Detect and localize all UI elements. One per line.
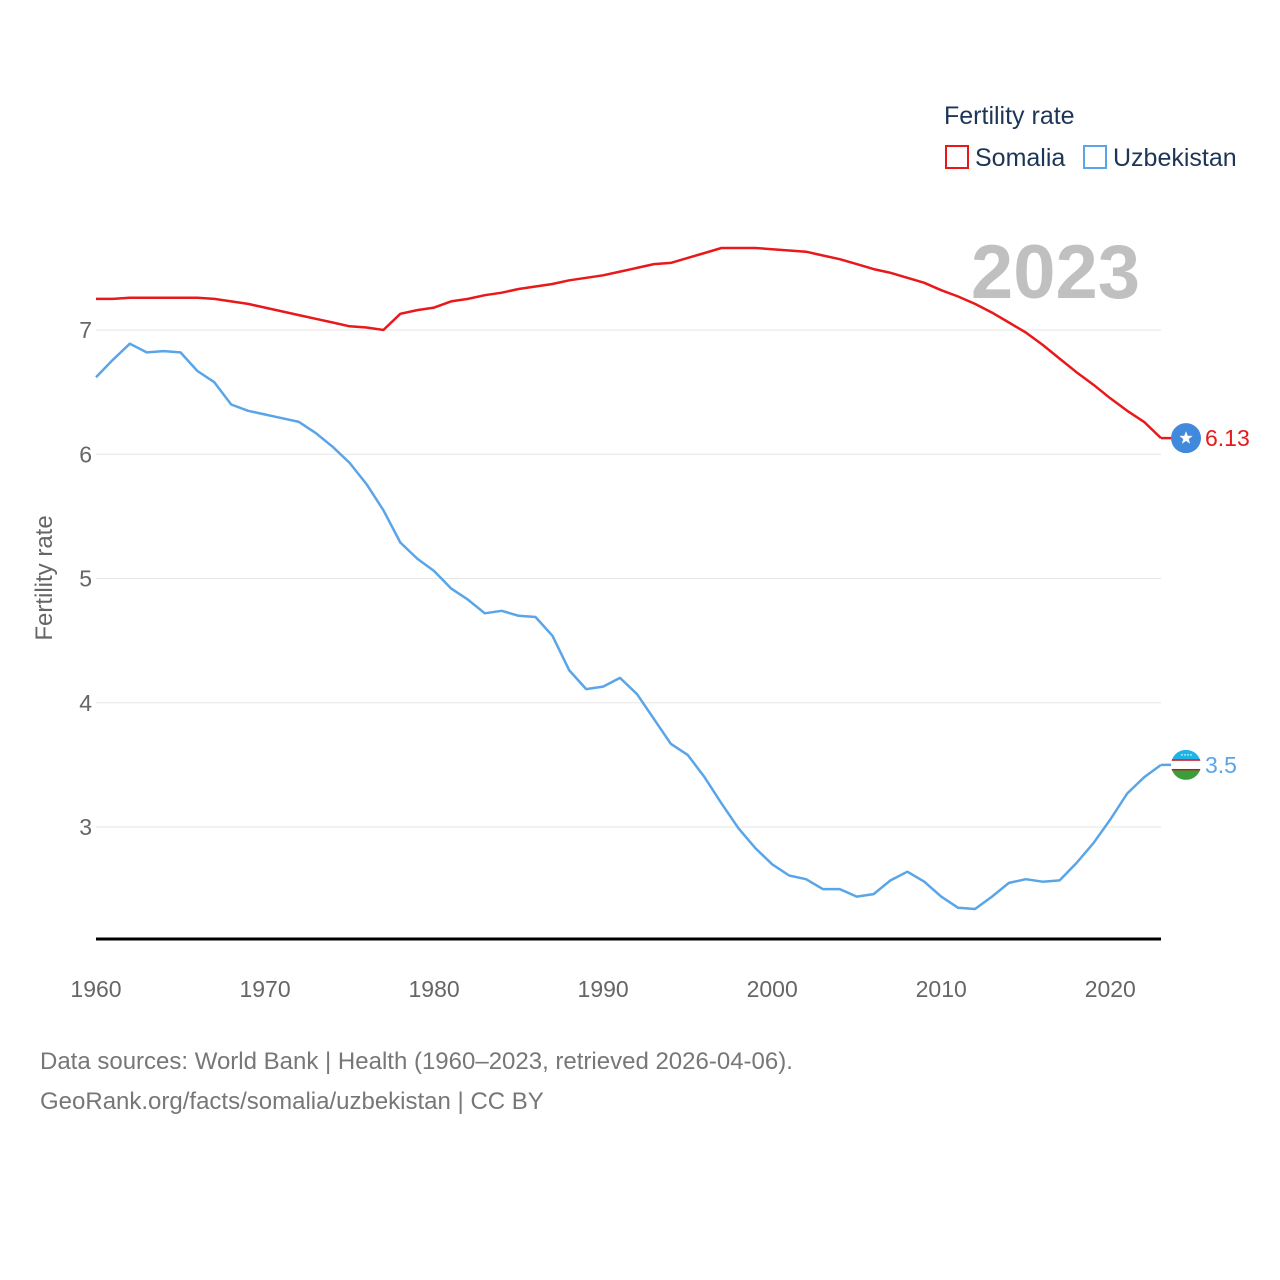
x-tick-label-1970: 1970 [239, 976, 290, 1002]
y-tick-label-7: 7 [79, 317, 92, 343]
end-markers: 6.13 3.5 [1161, 423, 1250, 780]
y-tick-label-6: 6 [79, 441, 92, 467]
x-tick-label-1990: 1990 [578, 976, 629, 1002]
legend-swatch-somalia [945, 145, 969, 169]
x-tick-label-2010: 2010 [916, 976, 967, 1002]
uzbekistan-flag-stripes [1171, 749, 1201, 780]
x-axis-ticks: 1960 1970 1980 1990 2000 2010 2020 [70, 976, 1135, 1002]
uzbekistan-flag-icon [1171, 749, 1201, 780]
x-tick-label-2000: 2000 [747, 976, 798, 1002]
legend-item-uzbekistan[interactable]: Uzbekistan [1083, 144, 1237, 172]
end-value-label-somalia: 6.13 [1205, 425, 1250, 451]
gridlines [96, 329, 1161, 828]
legend-item-somalia[interactable]: Somalia [945, 144, 1065, 172]
legend: Fertility rate Somalia Uzbekistan [944, 102, 1237, 172]
y-tick-label-4: 4 [79, 690, 92, 716]
y-axis-label: Fertility rate [31, 515, 58, 640]
legend-label-uzbekistan: Uzbekistan [1113, 144, 1237, 172]
series-line-somalia [96, 246, 1162, 440]
legend-label-somalia: Somalia [975, 144, 1065, 172]
somalia-flag-star [1179, 431, 1193, 444]
legend-swatch-uzbekistan [1083, 145, 1107, 169]
y-axis-ticks: 3 4 5 6 7 [79, 317, 92, 840]
y-tick-label-5: 5 [79, 566, 92, 592]
source-link[interactable]: GeoRank.org/facts/somalia/uzbekistan | C… [40, 1088, 544, 1115]
legend-title: Fertility rate [944, 102, 1075, 130]
x-tick-label-1960: 1960 [70, 976, 121, 1002]
year-label: 2023 [971, 230, 1140, 315]
x-tick-label-2020: 2020 [1085, 976, 1136, 1002]
somalia-flag-icon [1171, 423, 1201, 454]
source-line: Data sources: World Bank | Health (1960–… [40, 1048, 793, 1075]
end-value-label-uzbekistan: 3.5 [1205, 752, 1237, 778]
x-tick-label-1980: 1980 [409, 976, 460, 1002]
series-line-uzbekistan [95, 342, 1162, 911]
y-tick-label-3: 3 [79, 814, 92, 840]
data-source-note: Data sources: World Bank | Health (1960–… [40, 1042, 793, 1122]
series-lines [95, 246, 1162, 911]
